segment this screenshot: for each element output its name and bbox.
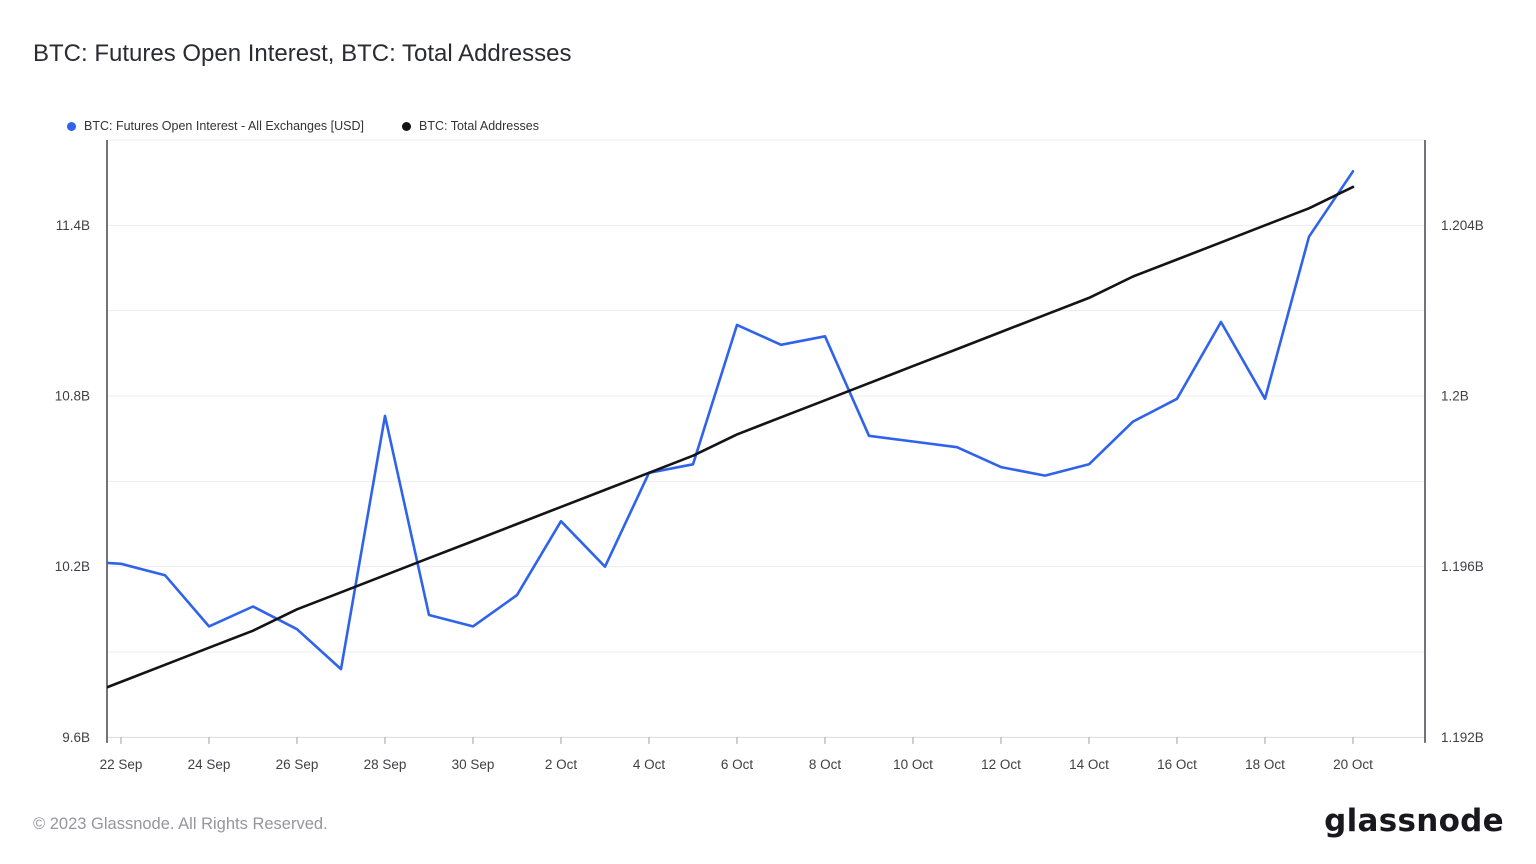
x-axis-label: 18 Oct (1245, 757, 1285, 772)
y-axis-label-right: 1.204B (1441, 218, 1484, 233)
y-axis-label-left: 11.4B (56, 218, 90, 233)
x-axis-label: 24 Sep (188, 757, 231, 772)
x-axis-label: 20 Oct (1333, 757, 1373, 772)
x-axis-label: 6 Oct (721, 757, 754, 772)
y-axis-label-left: 10.8B (55, 389, 90, 404)
y-axis-label-right: 1.2B (1441, 389, 1469, 404)
legend: BTC: Futures Open Interest - All Exchang… (67, 119, 577, 133)
legend-label: BTC: Total Addresses (418, 119, 539, 133)
y-axis-label-right: 1.192B (1441, 730, 1484, 745)
x-axis-label: 16 Oct (1157, 757, 1197, 772)
x-axis-label: 26 Sep (276, 757, 319, 772)
glassnode-logo: glassnode (1324, 803, 1504, 839)
legend-item-0[interactable]: BTC: Futures Open Interest - All Exchang… (67, 119, 364, 133)
x-axis-label: 22 Sep (100, 757, 143, 772)
x-axis-label: 12 Oct (981, 757, 1021, 772)
x-axis-ticks (120, 737, 1354, 744)
legend-dot-icon (401, 121, 411, 131)
x-axis-label: 14 Oct (1069, 757, 1109, 772)
y-axis-labels-right: 1.204B 1.2B 1.196B 1.192B (1441, 218, 1484, 745)
axis-lines (106, 140, 1426, 743)
x-axis-label: 2 Oct (545, 757, 578, 772)
x-axis-label: 30 Sep (452, 757, 495, 772)
legend-item-1[interactable]: BTC: Total Addresses (401, 119, 539, 133)
x-axis-label: 28 Sep (364, 757, 407, 772)
gridlines (107, 139, 1425, 738)
legend-dot-icon (67, 121, 76, 131)
x-axis-label: 10 Oct (893, 757, 933, 772)
copyright-text: © 2023 Glassnode. All Rights Reserved. (33, 815, 328, 833)
page-title: BTC: Futures Open Interest, BTC: Total A… (33, 40, 572, 67)
y-axis-label-left: 10.2B (55, 559, 90, 574)
x-axis-labels: 22 Sep 24 Sep 26 Sep 28 Sep 30 Sep 2 Oct 4 Oct… (100, 757, 1374, 772)
series-lines (107, 170, 1355, 689)
y-axis-labels-left: 11.4B 10.8B 10.2B 9.6B (55, 218, 90, 745)
total-addresses-line (107, 185, 1355, 689)
y-axis-label-left: 9.6B (62, 730, 90, 745)
x-axis-label: 8 Oct (809, 757, 842, 772)
futures-open-interest-line (107, 170, 1355, 671)
y-axis-label-right: 1.196B (1441, 559, 1484, 574)
legend-label: BTC: Futures Open Interest - All Exchang… (84, 119, 364, 133)
x-axis-label: 4 Oct (633, 757, 666, 772)
